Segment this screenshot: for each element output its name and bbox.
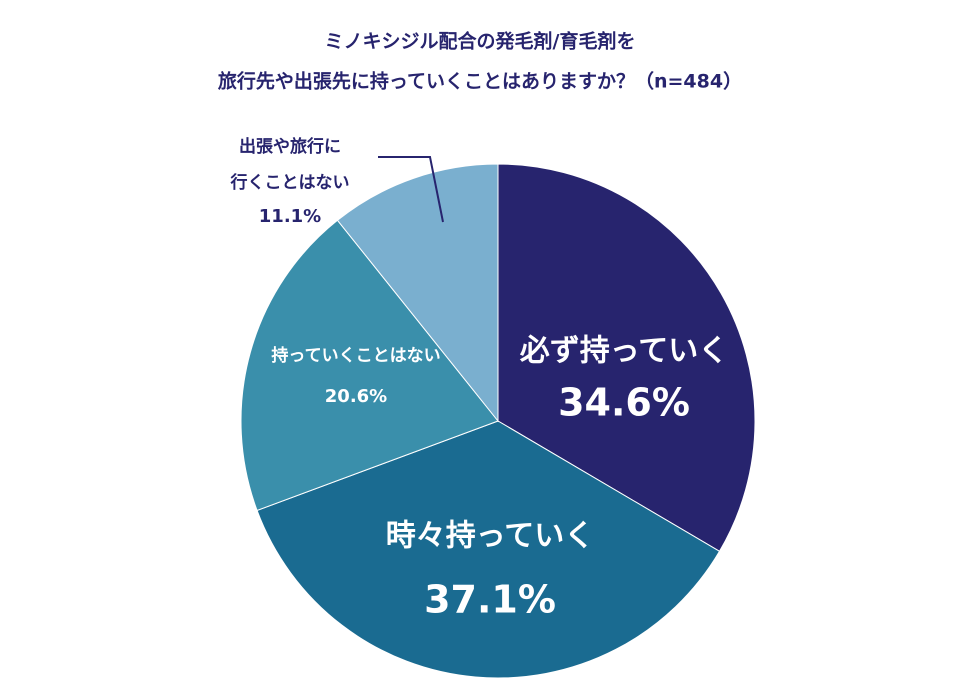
category-label: 必ず持っていく	[520, 334, 729, 369]
chart-title: ミノキシジル配合の発毛剤/育毛剤を	[325, 30, 636, 53]
category-label: 出張や旅行に	[239, 136, 341, 157]
value-label: 20.6%	[325, 386, 387, 407]
category-label: 持っていくことはない	[271, 345, 440, 366]
pie-slice	[256, 420, 721, 679]
value-label: 34.6%	[558, 381, 690, 425]
value-label: 37.1%	[424, 578, 556, 622]
leader-line	[378, 156, 444, 223]
pie	[240, 163, 756, 679]
value-label: 11.1%	[259, 206, 321, 227]
pie-slice	[497, 163, 756, 552]
chart-title: 旅行先や出張先に持っていくことはありますか？（n=484）	[218, 70, 742, 93]
category-label: 時々持っていく	[386, 519, 595, 554]
labels: 必ず持っていく 34.6% 時々持っていく 37.1% 持っていくことはない 20.6% 出…	[230, 136, 729, 622]
category-label: 行くことはない	[230, 172, 350, 193]
pie-slice	[336, 163, 499, 423]
pie-slice	[240, 219, 499, 512]
